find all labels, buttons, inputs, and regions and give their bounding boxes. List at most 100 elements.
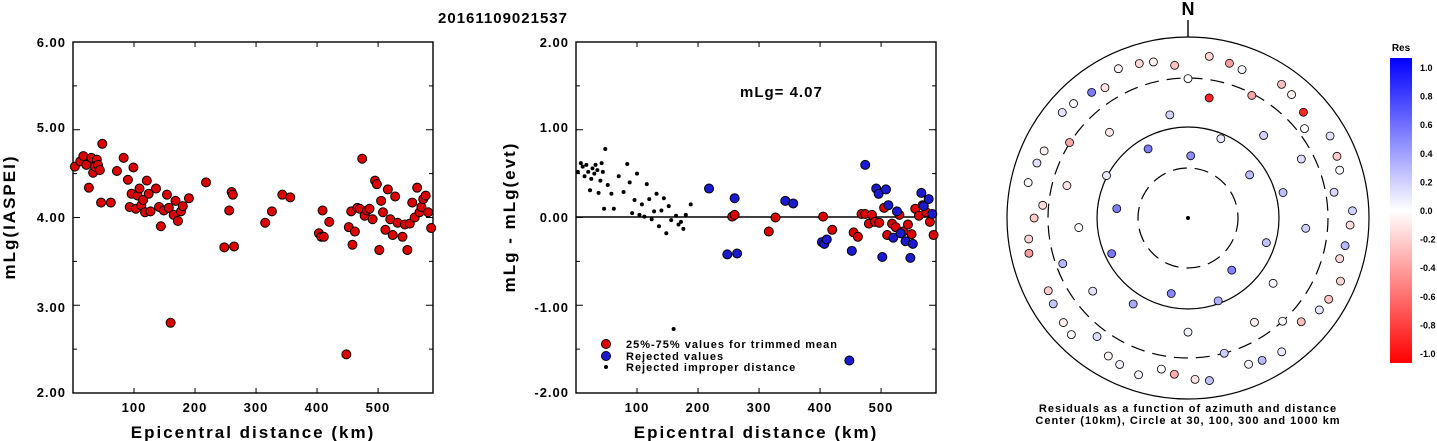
rejected-point — [927, 208, 938, 219]
colorbar: Res 1.0 0.8 0.6 0.4 0.2 0.0 -0.2 -0.4 -0.6 -0.8 -1… — [1390, 43, 1436, 363]
left-xtick-label: 200 — [183, 400, 208, 415]
left-xtick-label: 300 — [244, 400, 269, 415]
residual-point — [1259, 131, 1269, 140]
residual-point — [1348, 206, 1357, 216]
accepted-point — [818, 211, 829, 222]
mid-xtick-label: 300 — [747, 400, 772, 415]
data-point — [172, 216, 183, 227]
improper-point — [688, 202, 693, 207]
accepted-point — [906, 229, 917, 240]
residual-point — [1250, 317, 1259, 327]
colorbar-tick-label: 0.6 — [1420, 120, 1433, 130]
residual-point — [1169, 369, 1179, 379]
middle-panel: 2.00 1.00 0.00 -1.00 -2.00 100 200 300 4… — [500, 35, 939, 441]
improper-point — [603, 147, 608, 152]
data-point — [170, 195, 181, 206]
residual-point — [1024, 234, 1034, 244]
data-point — [97, 138, 108, 149]
residual-point — [1301, 223, 1311, 233]
left-xtick-label: 500 — [366, 400, 391, 415]
legend-marker-improper — [604, 365, 608, 369]
residual-point — [1058, 259, 1068, 268]
residual-point — [1332, 151, 1342, 161]
data-point — [201, 177, 212, 188]
residual-point — [1149, 57, 1158, 67]
residual-point — [1336, 276, 1345, 286]
improper-point — [649, 217, 654, 222]
residual-point — [1216, 134, 1226, 144]
residual-point — [1039, 146, 1049, 156]
data-point — [374, 244, 385, 255]
improper-point — [630, 211, 635, 216]
residual-point — [1069, 99, 1078, 108]
residual-point — [1066, 330, 1076, 340]
data-point — [161, 189, 172, 200]
residual-point — [1032, 158, 1042, 168]
residual-point — [1128, 299, 1138, 309]
rejected-point — [846, 245, 857, 256]
improper-point — [678, 219, 683, 224]
improper-point — [674, 213, 679, 218]
data-point — [224, 205, 235, 216]
data-point — [426, 223, 437, 234]
mid-y-axis-label: mLg - mLg(evt) — [500, 142, 519, 293]
accepted-point — [874, 217, 885, 228]
improper-point — [639, 202, 644, 207]
rejected-point — [704, 183, 715, 194]
improper-point — [652, 209, 657, 214]
colorbar-tick-label: 0.2 — [1420, 177, 1433, 187]
data-point — [347, 239, 358, 250]
legend-label-rejected: Rejected values — [626, 351, 724, 363]
rejected-point — [905, 252, 916, 263]
polar-caption-line2: Center (10km), Circle at 30, 100, 300 an… — [1035, 415, 1340, 427]
accepted-point — [852, 231, 863, 242]
accepted-point — [827, 224, 838, 235]
improper-point — [593, 162, 598, 167]
residual-point — [1105, 127, 1114, 137]
improper-point — [582, 174, 587, 179]
residual-point — [1112, 204, 1122, 214]
data-point — [150, 183, 161, 194]
data-point — [397, 231, 408, 242]
figure-title: 20161109021537 — [438, 10, 568, 27]
improper-point — [647, 197, 652, 202]
improper-point — [681, 226, 686, 231]
residual-point — [1048, 299, 1058, 309]
residual-point — [1165, 110, 1175, 120]
data-point — [165, 317, 176, 328]
mid-ytick-label: 2.00 — [540, 35, 569, 50]
rejected-point — [923, 194, 934, 205]
improper-point — [644, 182, 649, 187]
residual-point — [1329, 187, 1339, 197]
rejected-point — [732, 248, 743, 259]
residual-point — [1043, 286, 1053, 296]
epicenter-marker — [1186, 216, 1190, 220]
left-x-axis-label: Epicentral distance (km) — [131, 423, 376, 441]
distance-circle-30km — [1137, 167, 1239, 269]
data-point — [111, 165, 122, 176]
data-point — [227, 189, 238, 200]
colorbar-tick-label: 0.8 — [1420, 92, 1433, 102]
distance-circle-300km — [1047, 77, 1329, 359]
data-point — [364, 203, 375, 214]
data-point — [324, 216, 335, 227]
rejected-point — [891, 206, 902, 217]
residual-point — [1062, 181, 1072, 190]
colorbar-tick-label: -0.2 — [1420, 235, 1436, 245]
improper-point — [637, 212, 642, 217]
data-point — [423, 207, 434, 218]
residual-point — [1225, 58, 1234, 68]
improper-point — [611, 206, 616, 211]
data-point — [377, 207, 388, 218]
improper-point — [683, 212, 688, 217]
data-point — [357, 153, 368, 164]
improper-point — [625, 161, 630, 166]
improper-point — [656, 224, 661, 229]
data-point — [318, 231, 329, 242]
improper-point — [632, 197, 637, 202]
polar-caption-line1: Residuals as a function of azimuth and d… — [1039, 403, 1337, 415]
legend: 25%-75% values for trimmed mean Rejected… — [601, 339, 837, 374]
data-point — [118, 152, 129, 163]
rejected-point — [729, 193, 740, 204]
